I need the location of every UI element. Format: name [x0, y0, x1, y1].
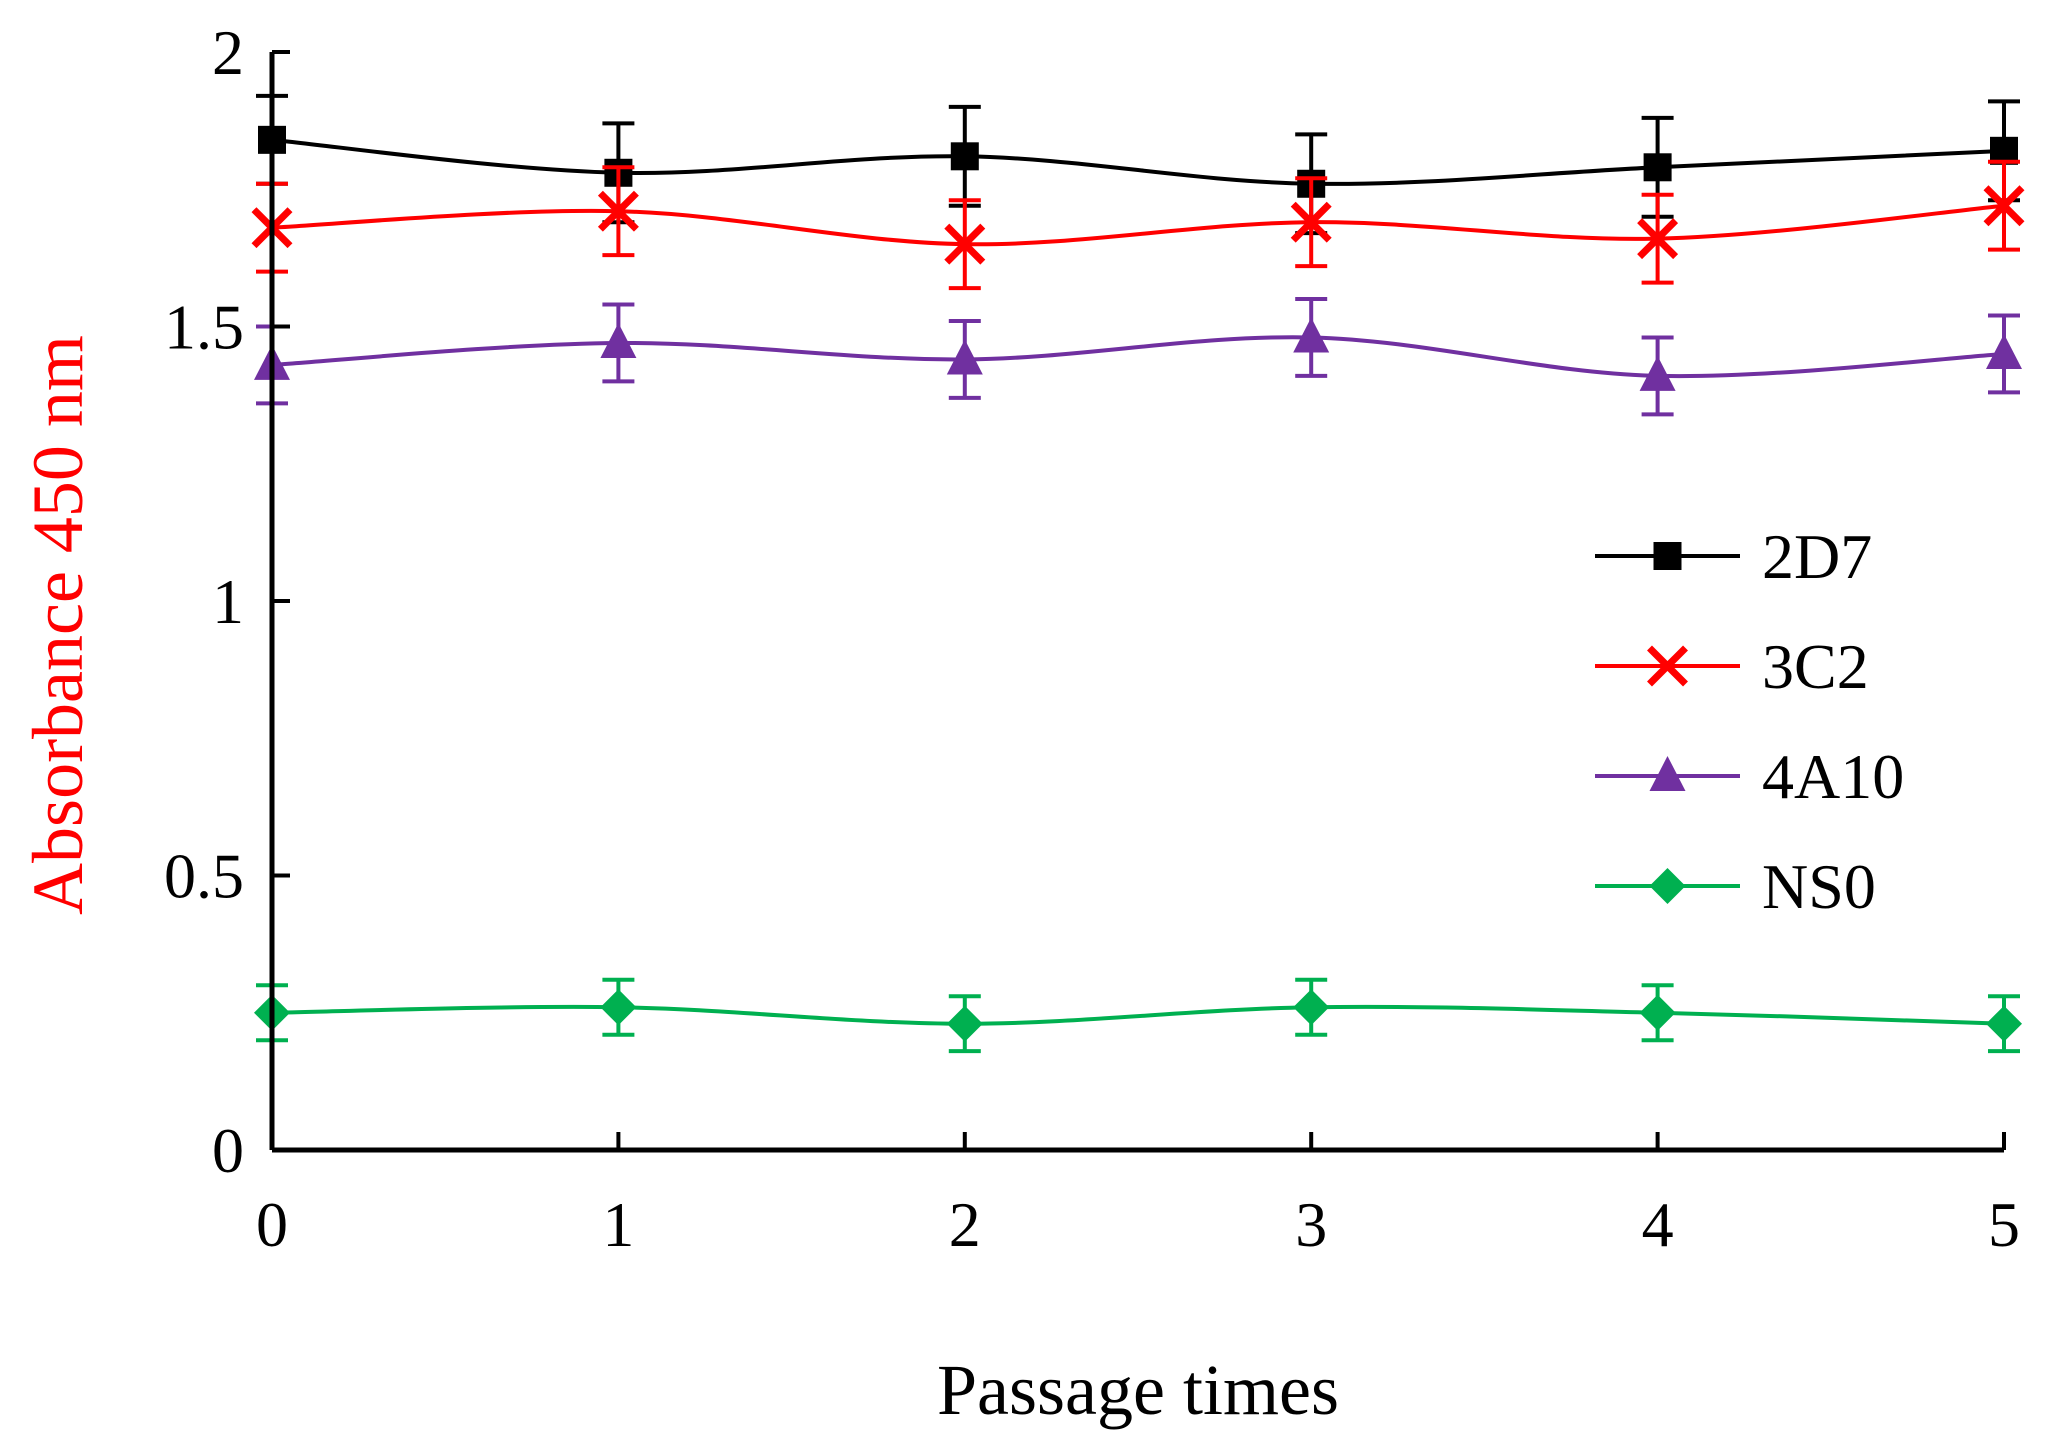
y-tick-label: 0.5	[164, 841, 244, 912]
data-point-4a10	[946, 339, 983, 375]
y-axis-title: Absorbance 450 nm	[18, 335, 98, 915]
data-point-3c2	[1290, 201, 1332, 243]
x-tick-label: 3	[1295, 1189, 1327, 1260]
series-line-2d7	[271, 137, 2005, 186]
y-tick-label: 1.5	[164, 292, 244, 363]
data-point-4a10	[1986, 333, 2022, 369]
data-point-3c2-stroke	[944, 223, 986, 265]
x-tick-label: 5	[1988, 1189, 2020, 1260]
y-tick-label: 0	[212, 1115, 244, 1186]
data-point-3c2	[1637, 218, 1679, 260]
series-line-ns0	[271, 1004, 2005, 1026]
data-point-ns0	[600, 989, 637, 1026]
data-point-2d7	[1643, 153, 1672, 182]
series-line-4a10	[271, 335, 2005, 379]
legend-marker-stroke	[1647, 645, 1688, 687]
legend-marker	[1649, 868, 1686, 904]
axes-layer: 0 0.5 1 1.5 2 0 1 2 3 4 5	[164, 17, 2020, 1260]
legend: 2D7 3C2 4A10 NS0	[1595, 521, 1904, 922]
x-tick-label: 0	[256, 1189, 288, 1260]
legend-label: 2D7	[1762, 521, 1872, 592]
legend-item-4a10: 4A10	[1595, 741, 1904, 812]
data-point-ns0	[946, 1005, 983, 1042]
x-tick-label: 2	[949, 1189, 981, 1260]
legend-label: 4A10	[1762, 741, 1904, 812]
legend-label: 3C2	[1762, 631, 1869, 702]
data-point-2d7	[950, 142, 979, 171]
data-point-3c2-stroke	[1290, 201, 1332, 243]
legend-label: NS0	[1762, 851, 1876, 922]
data-point-4a10	[1293, 317, 1330, 353]
data-point-ns0	[1293, 989, 1330, 1026]
data-point-4a10	[1639, 355, 1676, 391]
legend-marker	[1653, 542, 1682, 570]
data-point-ns0	[1986, 1005, 2022, 1042]
series-ns0	[254, 977, 2022, 1054]
data-point-3c2-stroke	[597, 190, 639, 232]
series-layer	[251, 93, 2025, 1054]
data-point-3c2-stroke	[1983, 185, 2025, 227]
y-tick-label: 1	[212, 566, 244, 637]
data-point-3c2	[944, 223, 986, 265]
legend-item-3c2: 3C2	[1595, 631, 1869, 702]
legend-marker	[1647, 645, 1688, 687]
y-tick-label: 2	[212, 17, 244, 88]
legend-marker	[1649, 756, 1686, 791]
x-axis-title: Passage times	[937, 1350, 1339, 1430]
data-point-3c2-stroke	[1637, 218, 1679, 260]
series-line-3c2	[271, 203, 2005, 247]
x-tick-label: 4	[1642, 1189, 1674, 1260]
data-point-3c2	[597, 190, 639, 232]
legend-item-2d7: 2D7	[1595, 521, 1872, 592]
legend-item-ns0: NS0	[1595, 851, 1876, 922]
data-point-3c2	[1983, 185, 2025, 227]
series-3c2	[251, 159, 2025, 291]
data-point-4a10	[600, 322, 637, 358]
data-point-ns0	[1639, 994, 1676, 1031]
x-tick-label: 1	[602, 1189, 634, 1260]
series-4a10	[254, 297, 2022, 417]
